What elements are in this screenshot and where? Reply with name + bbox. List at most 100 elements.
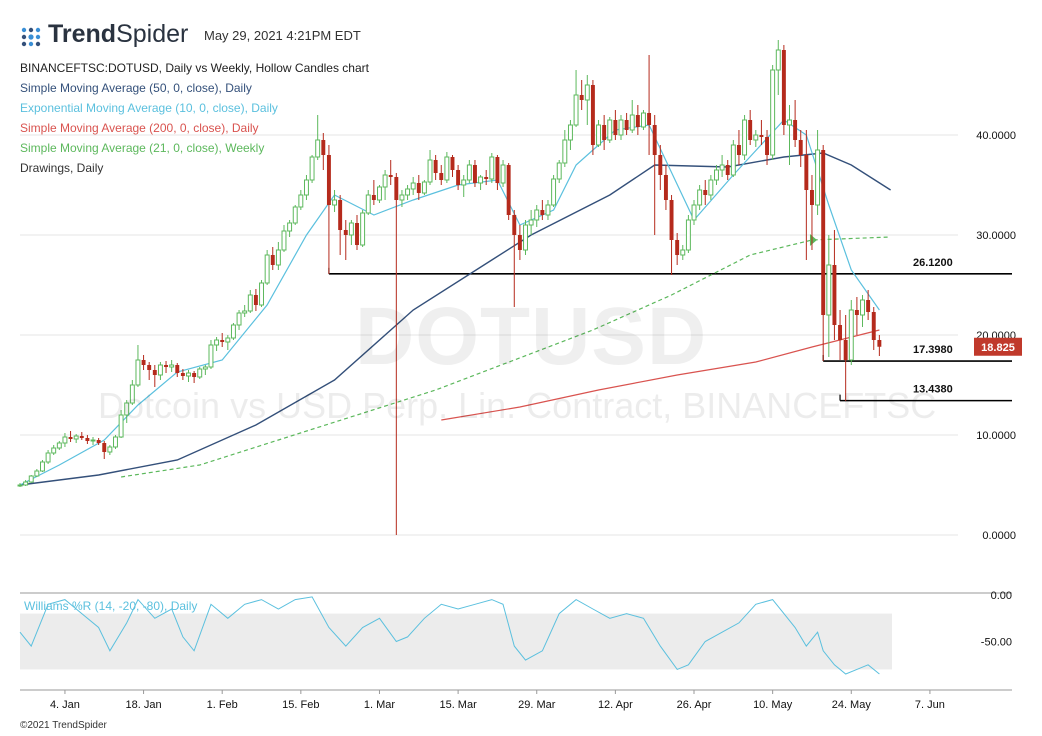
candle-body	[298, 194, 304, 208]
candle-body	[338, 200, 343, 230]
indicator-tick-label: -50.00	[981, 637, 1012, 649]
last-price-tag	[974, 337, 1022, 356]
level-label: 13.4380	[913, 384, 953, 396]
candle-body	[742, 119, 748, 156]
candle-body	[602, 125, 607, 140]
candle-body	[444, 156, 450, 181]
candle-body	[584, 84, 590, 101]
candle-body	[214, 339, 220, 346]
candle-body	[152, 370, 157, 375]
logo-dot	[35, 27, 41, 33]
candle-body	[202, 366, 208, 370]
indicator-band	[20, 613, 892, 670]
candle-body	[640, 112, 646, 128]
candle-body	[703, 190, 708, 195]
last-price-label: 18.825	[981, 342, 1015, 354]
candle-body	[192, 373, 197, 377]
candle-body	[394, 177, 399, 200]
candle-body	[259, 282, 264, 306]
candle-body	[365, 194, 371, 214]
candle-body	[186, 372, 191, 377]
candle-body	[197, 368, 203, 378]
candle-body	[613, 120, 618, 135]
symbol-line: BINANCEFTSC:DOTUSD, Daily vs Weekly, Hol…	[20, 61, 369, 75]
candle-body	[135, 359, 141, 386]
candle-body	[478, 176, 484, 184]
candle-body	[573, 94, 579, 126]
copyright: ©2021 TrendSpider	[20, 720, 107, 731]
candle-body	[236, 312, 242, 326]
timestamp: May 29, 2021 4:21PM EDT	[204, 28, 361, 43]
candle-body	[275, 249, 281, 266]
candle-body	[399, 194, 405, 201]
williams-r-series	[19, 596, 880, 675]
candle-body	[669, 200, 674, 240]
candle-body	[838, 325, 843, 340]
candle-body	[685, 219, 691, 251]
candle-body	[506, 165, 511, 215]
brand-bold: Trend	[48, 20, 117, 48]
candle-body	[663, 175, 668, 200]
candle-body	[534, 209, 540, 221]
candle-body	[96, 440, 101, 443]
logo-dot	[21, 41, 27, 47]
candle-body	[141, 360, 146, 365]
candle-body	[433, 160, 438, 173]
candle-body	[854, 310, 859, 315]
candle-body	[315, 139, 321, 158]
candle-body	[512, 215, 517, 235]
candle-body	[23, 481, 29, 486]
candle-body	[332, 199, 338, 206]
candle-body	[848, 309, 854, 361]
level-label: 26.1200	[913, 257, 953, 269]
candle-body	[34, 470, 40, 477]
candle-body	[450, 157, 455, 170]
candle-body	[624, 120, 629, 130]
candle-body	[410, 182, 416, 190]
candle-body	[804, 155, 809, 190]
candle-body	[793, 120, 798, 140]
x-tick-label: 1. Mar	[364, 699, 396, 711]
candle-body	[798, 140, 803, 155]
candle-body	[147, 365, 152, 370]
candle-body	[17, 484, 23, 487]
candle-body	[62, 436, 68, 444]
x-tick-label: 26. Apr	[677, 699, 712, 711]
candle-body	[264, 254, 270, 284]
y-tick-label: 40.0000	[976, 130, 1016, 142]
y-tick-label: 0.0000	[982, 530, 1016, 542]
x-tick-label: 15. Mar	[439, 699, 477, 711]
candle-body	[821, 150, 826, 315]
series-line	[121, 236, 891, 478]
y-tick-label: 10.0000	[976, 430, 1016, 442]
logo-dot	[35, 41, 41, 47]
candle-body	[377, 186, 382, 201]
candle-body	[765, 137, 769, 155]
candle-body	[826, 264, 832, 316]
candle-body	[180, 373, 185, 376]
candle-body	[79, 436, 84, 438]
candle-body	[629, 114, 635, 131]
candle-body	[416, 183, 421, 193]
candle-body	[472, 165, 477, 183]
candle-body	[866, 300, 871, 312]
candle-body	[551, 178, 557, 206]
candle-body	[748, 120, 753, 140]
candles	[17, 40, 882, 535]
candle-body	[348, 222, 354, 236]
overbought-oversold-band	[20, 613, 892, 670]
candle-body	[421, 181, 427, 194]
x-tick-label: 29. Mar	[518, 699, 556, 711]
brand-name: TrendSpider	[48, 20, 188, 49]
x-tick-label: 10. May	[753, 699, 793, 711]
logo-dot	[21, 27, 27, 33]
candle-body	[730, 144, 736, 176]
candle-body	[28, 475, 34, 483]
candle-body	[90, 439, 96, 442]
legend-entry: Drawings, Daily	[20, 161, 104, 175]
legend-entry: Exponential Moving Average (10, 0, close…	[20, 101, 278, 115]
candle-body	[832, 265, 837, 325]
candle-body	[51, 447, 57, 454]
candle-body	[292, 206, 298, 224]
candle-body	[107, 446, 113, 453]
